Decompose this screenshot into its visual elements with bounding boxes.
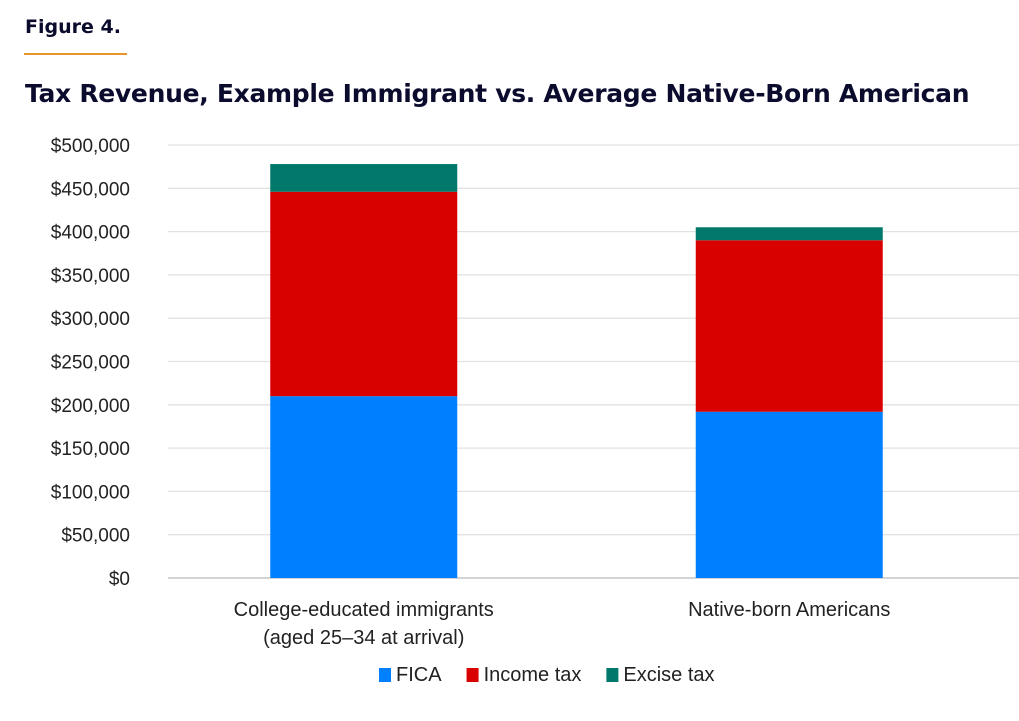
chart-title: Tax Revenue, Example Immigrant vs. Avera…	[25, 79, 970, 108]
x-category-label: (aged 25–34 at arrival)	[263, 627, 464, 649]
bar-segment-excise-tax	[270, 164, 458, 192]
bar-segment-fica	[695, 411, 883, 578]
y-tick-label: $200,000	[51, 396, 130, 417]
bar-segment-income-tax	[270, 191, 458, 397]
y-tick-label: $0	[109, 569, 130, 590]
x-category-label: College-educated immigrants	[234, 599, 494, 621]
legend-label: Excise tax	[623, 664, 714, 686]
legend-label: FICA	[396, 664, 442, 686]
y-tick-label: $450,000	[51, 179, 130, 200]
figure-label: Figure 4.	[25, 16, 121, 38]
y-tick-label: $350,000	[51, 266, 130, 287]
figure-label-underline	[24, 53, 127, 55]
bar-segment-fica	[270, 396, 458, 578]
y-tick-label: $100,000	[51, 482, 130, 503]
y-tick-label: $400,000	[51, 223, 130, 244]
y-tick-label: $250,000	[51, 353, 130, 374]
legend-swatch	[606, 668, 619, 682]
y-tick-label: $150,000	[51, 439, 130, 460]
bar-segment-income-tax	[695, 240, 883, 412]
legend-swatch	[466, 668, 479, 682]
y-tick-label: $500,000	[51, 136, 130, 157]
y-tick-label: $50,000	[61, 526, 130, 547]
x-category-label: Native-born Americans	[688, 599, 890, 621]
legend-label: Income tax	[484, 664, 582, 686]
y-tick-label: $300,000	[51, 309, 130, 330]
bar-segment-excise-tax	[695, 227, 883, 241]
legend-swatch	[379, 668, 391, 682]
